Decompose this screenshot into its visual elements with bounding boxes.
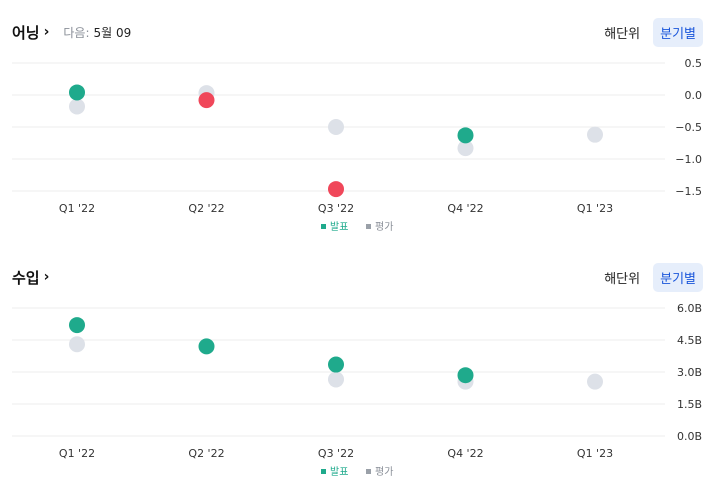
x-tick-label: Q3 '22: [318, 202, 354, 215]
chevron-right-icon[interactable]: ›: [43, 269, 50, 285]
tab-annual[interactable]: 해단위: [604, 27, 641, 42]
chart-legend: 발표 평가: [321, 466, 393, 478]
y-tick-label: −0.5: [675, 121, 702, 134]
y-tick-label: 0.5: [685, 57, 703, 70]
next-earnings-date: 5월 09: [93, 25, 132, 40]
next-earnings-label: 다음:: [63, 25, 90, 40]
revenue-header: 수입 ›: [12, 262, 49, 292]
x-tick-label: Q1 '22: [59, 202, 95, 215]
legend-actual-swatch: [321, 469, 326, 474]
legend-estimate-swatch: [366, 469, 371, 474]
y-tick-label: −1.0: [675, 153, 702, 166]
estimate-point: [69, 336, 85, 353]
y-tick-label: 0.0: [685, 89, 703, 102]
actual-point: [457, 127, 474, 144]
legend-actual-label: 발표: [330, 221, 348, 233]
revenue-chart: 6.0B 4.5B 3.0B 1.5B 0.0B Q1 '22 Q2 '22 Q3 '22 Q4…: [12, 302, 702, 478]
y-tick-label: 6.0B: [677, 302, 702, 315]
y-tick-label: 1.5B: [677, 398, 702, 411]
earnings-period-tabs: 해단위 분기별: [591, 18, 703, 47]
tab-quarterly[interactable]: 분기별: [653, 18, 703, 47]
estimate-point: [587, 126, 603, 143]
estimate-point: [328, 119, 344, 135]
actual-point: [328, 356, 344, 373]
x-tick-label: Q2 '22: [188, 447, 224, 460]
y-tick-label: −1.5: [675, 185, 702, 198]
actual-point: [328, 181, 344, 198]
legend-estimate-label: 평가: [375, 221, 393, 233]
estimate-point: [328, 371, 344, 388]
estimate-point: [457, 140, 474, 157]
legend-estimate-label: 평가: [375, 466, 393, 478]
x-tick-label: Q2 '22: [188, 202, 224, 215]
y-tick-label: 0.0B: [677, 430, 702, 443]
tab-quarterly[interactable]: 분기별: [653, 263, 703, 292]
actual-point: [69, 317, 85, 334]
x-tick-label: Q1 '22: [59, 447, 95, 460]
actual-point: [457, 367, 474, 384]
earnings-chart: 0.5 0.0 −0.5 −1.0 −1.5 Q1 '22 Q2 '22 Q3 '22 Q4 '…: [12, 57, 703, 233]
actual-point: [69, 84, 85, 101]
earnings-header: 어닝 › 다음: 5월 09: [12, 17, 131, 47]
chevron-right-icon[interactable]: ›: [43, 24, 50, 40]
actual-point: [198, 92, 215, 109]
y-tick-label: 3.0B: [677, 366, 702, 379]
x-tick-label: Q1 '23: [577, 202, 613, 215]
earnings-title[interactable]: 어닝: [12, 23, 40, 42]
revenue-title[interactable]: 수입: [12, 268, 40, 287]
x-tick-label: Q1 '23: [577, 447, 613, 460]
revenue-panel: 수입 › 해단위 분기별 6.0B 4.5B 3.0B 1.5B 0.0B Q1 '22 Q…: [0, 245, 713, 490]
x-tick-label: Q4 '22: [447, 202, 483, 215]
legend-actual-label: 발표: [330, 466, 348, 478]
y-tick-label: 4.5B: [677, 334, 702, 347]
chart-legend: 발표 평가: [321, 221, 393, 233]
legend-actual-swatch: [321, 224, 326, 229]
actual-point: [198, 338, 215, 355]
revenue-period-tabs: 해단위 분기별: [591, 263, 703, 292]
legend-estimate-swatch: [366, 224, 371, 229]
x-tick-label: Q3 '22: [318, 447, 354, 460]
tab-annual[interactable]: 해단위: [604, 272, 641, 287]
estimate-point: [587, 373, 603, 390]
x-tick-label: Q4 '22: [447, 447, 483, 460]
earnings-panel: 어닝 › 다음: 5월 09 해단위 분기별 0.5 0.0 −0.5 −1.0 −1.…: [12, 17, 703, 233]
estimate-point: [69, 98, 85, 115]
